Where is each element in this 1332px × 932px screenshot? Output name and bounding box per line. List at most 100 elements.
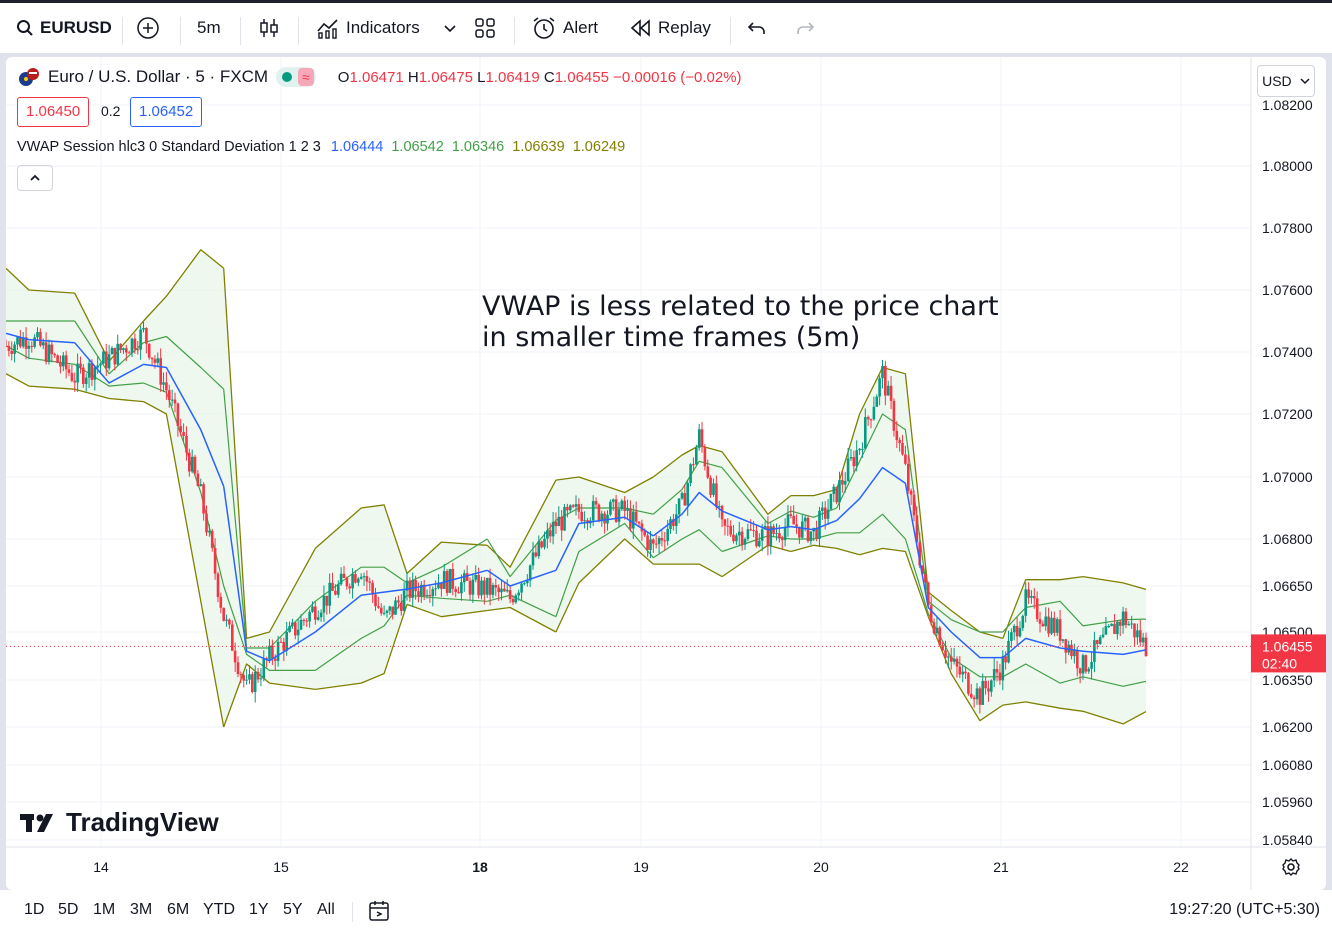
close-value: 1.06455 <box>554 68 609 86</box>
candle-up <box>523 583 526 585</box>
candle-up <box>935 627 939 634</box>
vwap-line <box>1082 649 1147 656</box>
range-3m[interactable]: 3M <box>130 901 153 918</box>
currency-label: USD <box>1262 73 1292 89</box>
redo-button[interactable] <box>795 3 815 53</box>
candle-down <box>1047 616 1050 634</box>
candle-down <box>440 583 443 589</box>
candle-up <box>632 511 635 529</box>
range-ytd[interactable]: YTD <box>203 901 235 918</box>
candle-down <box>729 526 732 535</box>
candle-down <box>233 650 237 663</box>
candle-down <box>1144 637 1148 657</box>
currency-select[interactable]: USD <box>1257 65 1315 97</box>
timezone-clock[interactable]: 19:27:20 (UTC+5:30) <box>1169 901 1320 918</box>
candle-up <box>62 355 65 367</box>
vwap-line <box>6 332 75 344</box>
chart-type-button[interactable] <box>258 3 280 53</box>
replay-button[interactable]: Replay <box>630 3 711 53</box>
range-all[interactable]: All <box>317 901 335 918</box>
candle-down <box>889 385 893 401</box>
candle-down <box>1038 619 1042 624</box>
indicator-legend[interactable]: VWAP Session hlc3 0 Standard Deviation 1… <box>17 139 625 155</box>
candle-up <box>385 610 389 613</box>
price-chart[interactable]: 1.08200 1.08000 1.07800 1.07600 1.07400 1.072… <box>6 57 1326 890</box>
candle-down <box>652 539 655 544</box>
alert-button[interactable]: Alert <box>531 3 598 53</box>
candle-up <box>1001 656 1005 681</box>
candle-down <box>113 347 117 365</box>
text-annotation[interactable]: VWAP is less related to the price chart … <box>482 291 999 353</box>
lower-band-3-value: 1.06249 <box>572 139 626 155</box>
candle-down <box>752 530 755 531</box>
layouts-button[interactable] <box>474 3 496 53</box>
candle-up <box>1110 623 1113 626</box>
candle-up <box>442 571 446 589</box>
symbol-search[interactable]: EURUSD <box>16 3 112 53</box>
candle-down <box>706 466 710 478</box>
vwap-line <box>222 486 316 662</box>
candle-up <box>1055 619 1059 633</box>
candle-down <box>866 417 870 420</box>
chevron-up-icon <box>30 174 40 181</box>
candle-up <box>190 456 194 472</box>
candle-up <box>162 382 165 385</box>
candle-up <box>33 337 36 347</box>
candle-down <box>176 403 180 426</box>
candle-down <box>1064 639 1068 653</box>
candle-down <box>1027 589 1030 598</box>
candle-up <box>1141 637 1145 643</box>
low-label: L <box>477 68 486 86</box>
chart-settings-button[interactable] <box>1281 857 1301 882</box>
vwap-line <box>1002 637 1084 659</box>
candle-up <box>537 541 541 557</box>
candle-up <box>531 552 535 566</box>
candle-down <box>921 565 924 574</box>
range-5y[interactable]: 5Y <box>283 901 303 918</box>
divider <box>514 17 515 45</box>
candle-up <box>769 526 773 546</box>
market-status[interactable]: ≈ <box>276 67 316 87</box>
open-value: 1.06471 <box>349 68 404 86</box>
candle-down <box>795 524 798 527</box>
lower-band-3-line <box>406 603 488 618</box>
candle-up <box>583 520 586 522</box>
candle-down <box>927 582 930 606</box>
candle-down <box>251 674 254 692</box>
candle-up <box>574 504 578 507</box>
candle-down <box>909 490 913 495</box>
indicators-dropdown-button[interactable] <box>443 3 457 53</box>
candle-down <box>534 552 538 557</box>
undo-button[interactable] <box>747 3 767 53</box>
tradingview-logo[interactable]: TradingView <box>20 807 219 838</box>
candle-up <box>617 509 621 522</box>
range-1d[interactable]: 1D <box>24 901 45 918</box>
range-5d[interactable]: 5D <box>58 901 79 918</box>
range-1y[interactable]: 1Y <box>249 901 269 918</box>
candle-down <box>998 672 1002 681</box>
range-1m[interactable]: 1M <box>93 901 116 918</box>
price-axis-tick-label: 1.06200 <box>1262 719 1313 735</box>
price-axis-tick-label: 1.07400 <box>1262 344 1313 360</box>
upper-band-3-value: 1.06639 <box>512 139 565 155</box>
current-price-value: 1.06455 <box>1262 638 1313 654</box>
collapse-legend-button[interactable] <box>17 165 53 191</box>
chart-pane[interactable]: 1.08200 1.08000 1.07800 1.07600 1.07400 1.072… <box>6 57 1326 890</box>
lower-band-3-line <box>1002 701 1084 712</box>
candle-up <box>130 338 134 353</box>
candle-down <box>79 363 82 368</box>
indicators-button[interactable]: Indicators <box>316 3 420 53</box>
candle-down <box>219 596 223 608</box>
candle-down <box>1058 619 1062 641</box>
market-open-icon <box>282 72 293 82</box>
lower-band-3-line <box>487 606 557 633</box>
candle-down <box>967 673 970 694</box>
candle-down <box>239 674 243 676</box>
buy-button[interactable]: 1.06452 <box>130 97 203 127</box>
compare-symbol-button[interactable] <box>136 3 160 53</box>
sell-button[interactable]: 1.06450 <box>17 97 90 127</box>
candle-down <box>571 505 575 507</box>
interval-button[interactable]: 5m <box>197 3 221 53</box>
range-6m[interactable]: 6M <box>167 901 190 918</box>
go-to-date-button[interactable] <box>368 900 392 927</box>
